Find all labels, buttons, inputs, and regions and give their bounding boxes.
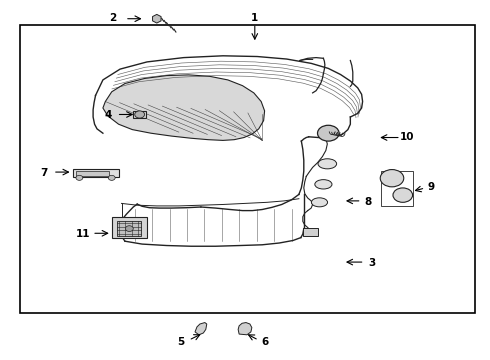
Circle shape [393, 188, 413, 202]
Circle shape [318, 125, 339, 141]
Polygon shape [238, 323, 252, 335]
Text: 5: 5 [178, 337, 185, 347]
Polygon shape [103, 75, 265, 140]
Bar [20, 25, 475, 313]
Ellipse shape [318, 159, 337, 169]
Bar [112, 217, 147, 238]
Circle shape [135, 111, 145, 118]
Text: 8: 8 [364, 197, 371, 207]
Circle shape [76, 175, 83, 180]
Text: 4: 4 [104, 110, 112, 120]
Polygon shape [152, 14, 161, 23]
Circle shape [380, 170, 404, 187]
Bar [303, 228, 318, 236]
Ellipse shape [315, 180, 332, 189]
Text: 9: 9 [428, 182, 435, 192]
Text: 3: 3 [369, 258, 376, 268]
Circle shape [108, 175, 115, 180]
Text: 10: 10 [399, 132, 414, 142]
Ellipse shape [312, 198, 327, 207]
Bar [73, 169, 119, 177]
Text: 2: 2 [109, 13, 116, 23]
Bar [76, 171, 109, 176]
Circle shape [125, 226, 133, 231]
Polygon shape [195, 323, 207, 335]
Bar [117, 221, 141, 236]
Text: 6: 6 [261, 337, 268, 347]
Bar [381, 171, 413, 206]
Text: 7: 7 [40, 168, 48, 178]
Bar [133, 111, 146, 118]
Text: 11: 11 [76, 229, 91, 239]
Text: 1: 1 [251, 13, 258, 23]
